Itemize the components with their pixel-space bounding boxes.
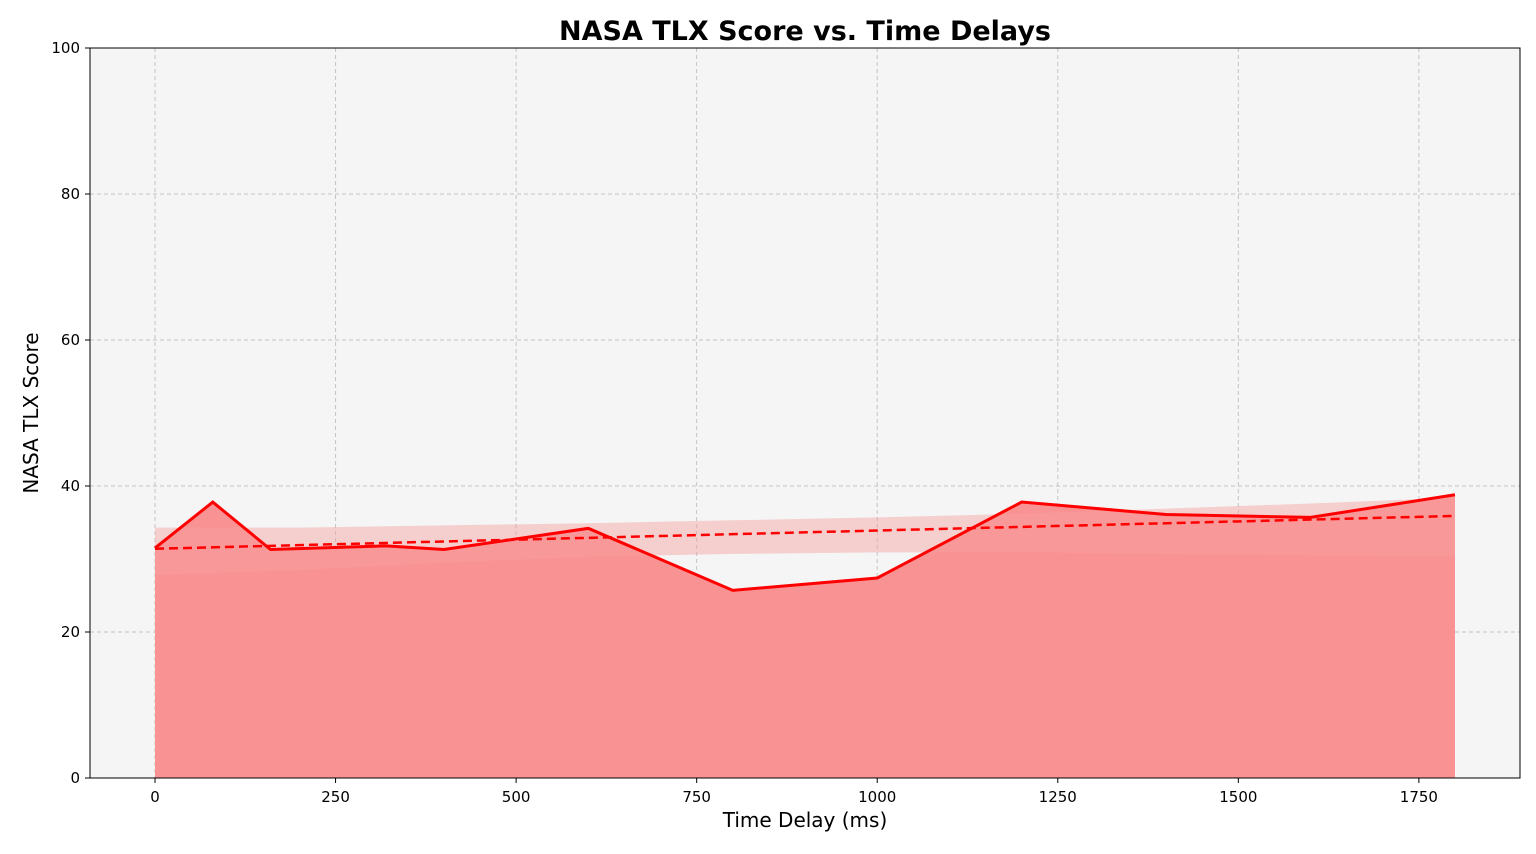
x-tick-label: 1750	[1400, 788, 1438, 806]
trend-line	[154, 514, 1456, 551]
plot-frame	[89, 47, 1521, 779]
y-tick-label: 0	[70, 769, 80, 787]
chart-title: NASA TLX Score vs. Time Delays	[559, 16, 1051, 47]
x-axis-label: Time Delay (ms)	[722, 808, 888, 832]
y-tick-label: 80	[61, 185, 80, 203]
y-tick-label: 20	[61, 623, 80, 641]
x-tick-label: 0	[150, 788, 160, 806]
x-tick-label: 1000	[858, 788, 896, 806]
area-fill	[155, 494, 1455, 778]
ticks: 0 250 500 750 1000 1250 1500 1750 0 20 40 60 80 100	[51, 39, 1438, 806]
x-tick-label: 500	[502, 788, 531, 806]
x-tick-label: 750	[682, 788, 711, 806]
y-axis-label: NASA TLX Score	[19, 332, 43, 493]
x-tick-label: 1250	[1039, 788, 1077, 806]
y-tick-label: 60	[61, 331, 80, 349]
y-tick-label: 40	[61, 477, 80, 495]
x-tick-label: 250	[321, 788, 350, 806]
trend-confidence-band	[155, 497, 1455, 576]
series-line	[154, 493, 1456, 592]
series-lines	[154, 493, 1456, 592]
y-tick-label: 100	[51, 39, 80, 57]
confidence-band	[155, 497, 1455, 576]
x-tick-label: 1500	[1219, 788, 1257, 806]
series-area	[155, 494, 1455, 778]
